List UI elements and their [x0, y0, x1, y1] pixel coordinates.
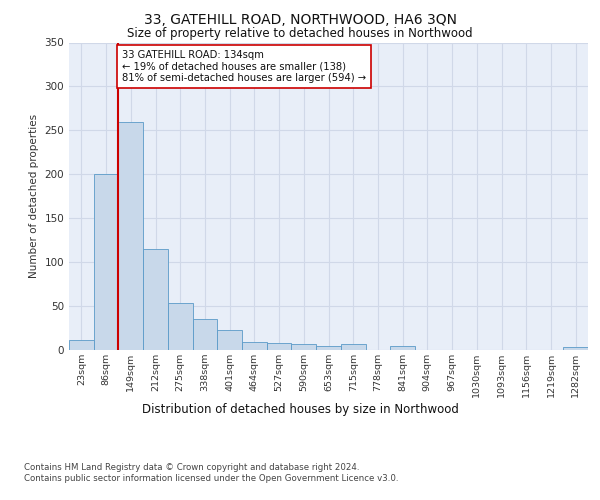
Bar — [168, 304, 193, 350]
Bar — [217, 330, 242, 350]
Text: 33 GATEHILL ROAD: 134sqm
← 19% of detached houses are smaller (138)
81% of semi-: 33 GATEHILL ROAD: 134sqm ← 19% of detach… — [122, 50, 366, 82]
Bar — [143, 249, 168, 350]
Bar — [316, 346, 341, 350]
Bar — [267, 343, 292, 350]
Bar — [292, 344, 316, 350]
Text: Size of property relative to detached houses in Northwood: Size of property relative to detached ho… — [127, 28, 473, 40]
Bar — [341, 344, 365, 350]
Text: Contains HM Land Registry data © Crown copyright and database right 2024.: Contains HM Land Registry data © Crown c… — [24, 462, 359, 471]
Bar — [94, 174, 118, 350]
Y-axis label: Number of detached properties: Number of detached properties — [29, 114, 39, 278]
Bar — [563, 348, 588, 350]
Bar — [390, 346, 415, 350]
Text: Distribution of detached houses by size in Northwood: Distribution of detached houses by size … — [142, 402, 458, 415]
Bar — [118, 122, 143, 350]
Bar — [193, 320, 217, 350]
Text: Contains public sector information licensed under the Open Government Licence v3: Contains public sector information licen… — [24, 474, 398, 483]
Bar — [242, 342, 267, 350]
Text: 33, GATEHILL ROAD, NORTHWOOD, HA6 3QN: 33, GATEHILL ROAD, NORTHWOOD, HA6 3QN — [143, 12, 457, 26]
Bar — [69, 340, 94, 350]
